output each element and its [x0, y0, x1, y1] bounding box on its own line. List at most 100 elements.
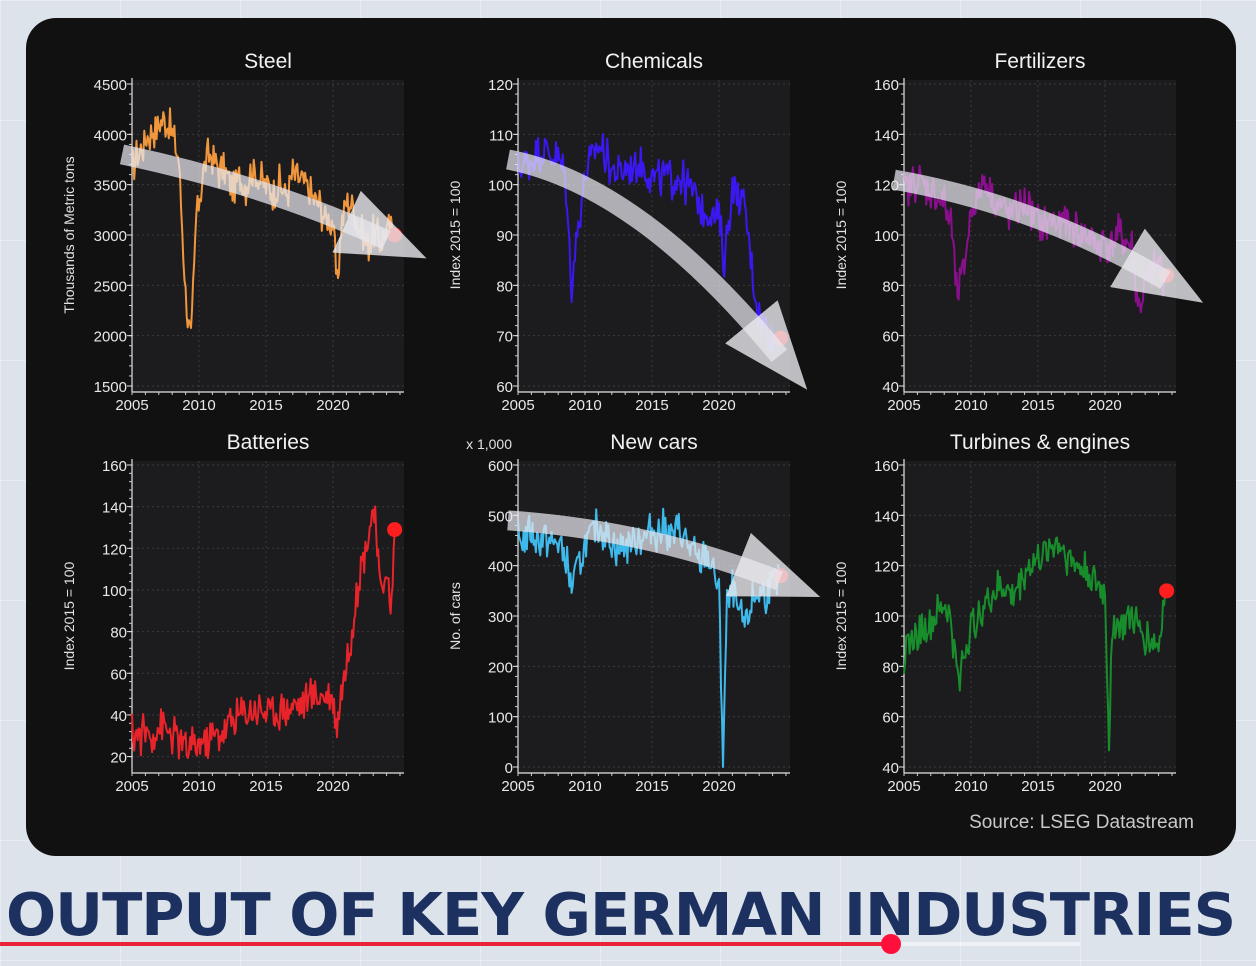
y-tick-label: 140: [874, 508, 899, 525]
trend-arrow: [507, 510, 821, 597]
y-tick-label: 120: [102, 541, 127, 558]
x-tick-label: 2005: [887, 397, 920, 414]
x-tick-label: 2005: [115, 397, 148, 414]
x-tick-label: 2005: [115, 778, 148, 795]
chart-3: 20 40 60 80 100 120 140 160 2005 2010 2015 2020 Batt…: [61, 431, 404, 795]
x-tick-label: 2010: [182, 778, 215, 795]
y-tick-label: 2500: [94, 278, 127, 295]
source-note: Source: LSEG Datastream: [969, 812, 1194, 833]
y-tick-label: 100: [874, 228, 899, 245]
y-tick-label: 40: [882, 760, 899, 777]
y-tick-label: 100: [102, 583, 127, 600]
chart-title: New cars: [610, 431, 698, 454]
chart-title: Turbines & engines: [950, 431, 1130, 454]
trend-arrow: [892, 169, 1204, 303]
y-tick-label: 3500: [94, 178, 127, 195]
x-tick-label: 2010: [568, 778, 601, 795]
y-tick-label: 200: [488, 659, 513, 676]
plot-area: [132, 461, 404, 773]
video-progress-handle[interactable]: [881, 934, 902, 954]
y-tick-label: 0: [505, 760, 513, 777]
chart-5: 40 60 80 100 120 140 160 2005 2010 2015 2020 Turbin…: [833, 431, 1176, 795]
y-tick-label: 120: [874, 178, 899, 195]
y-axis-label: Index 2015 = 100: [833, 180, 849, 289]
chart-4: 0 100 200 300 400 500 600 2005 2010 2015 2020 New c…: [447, 431, 821, 795]
y-tick-label: 120: [874, 559, 899, 576]
y-tick-label: 1500: [94, 379, 127, 396]
y-tick-label: 40: [110, 708, 127, 725]
y-axis-label: No. of cars: [447, 582, 463, 650]
series-line: [903, 536, 1167, 752]
x-tick-label: 2020: [1088, 778, 1121, 795]
y-tick-label: 80: [496, 278, 513, 295]
x-tick-label: 2020: [316, 397, 349, 414]
y-axis-label: Index 2015 = 100: [447, 180, 463, 289]
y-tick-label: 60: [882, 329, 899, 346]
trend-arrow: [506, 149, 808, 390]
chart-title: Chemicals: [605, 50, 703, 73]
x-tick-label: 2010: [182, 397, 215, 414]
y-tick-label: 3000: [94, 228, 127, 245]
y-tick-label: 500: [488, 508, 513, 525]
x-tick-label: 2015: [1021, 397, 1054, 414]
y-axis-label: Index 2015 = 100: [833, 561, 849, 670]
x-tick-label: 2015: [249, 778, 282, 795]
y-tick-label: 300: [488, 609, 513, 626]
y-axis-label: Index 2015 = 100: [61, 561, 77, 670]
y-tick-label: 100: [874, 609, 899, 626]
chart-title: Fertilizers: [994, 50, 1085, 73]
y-tick-label: 80: [882, 278, 899, 295]
y-tick-label: 60: [496, 379, 513, 396]
trend-arrow: [119, 144, 427, 259]
latest-value-marker: [1159, 583, 1175, 599]
video-caption: OUTPUT OF KEY GERMAN INDUSTRIES: [6, 880, 1236, 949]
y-tick-label: 600: [488, 458, 513, 475]
chart-2: 40 60 80 100 120 140 160 2005 2010 2015 2020 Fertil…: [833, 50, 1204, 414]
y-tick-label: 20: [110, 750, 127, 767]
x-tick-label: 2005: [501, 397, 534, 414]
x-tick-label: 2010: [954, 778, 987, 795]
y-tick-label: 2000: [94, 329, 127, 346]
x-tick-label: 2020: [702, 778, 735, 795]
video-progress-fill: [0, 942, 892, 946]
y-axis-label: Thousands of Metric tons: [61, 156, 77, 313]
x-tick-label: 2015: [635, 778, 668, 795]
y-tick-label: 140: [102, 500, 127, 517]
y-tick-label: 40: [882, 379, 899, 396]
y-tick-label: 400: [488, 559, 513, 576]
y-tick-label: 160: [102, 458, 127, 475]
x-tick-label: 2010: [954, 397, 987, 414]
y-tick-label: 60: [110, 666, 127, 683]
y-tick-label: 110: [489, 127, 513, 144]
x-tick-label: 2005: [887, 778, 920, 795]
y-tick-label: 160: [874, 77, 899, 94]
y-tick-label: 120: [488, 77, 513, 94]
y-multiplier-label: x 1,000: [466, 436, 512, 452]
chart-0: 1500 2000 2500 3000 3500 4000 4500 2005 2010 2015…: [61, 50, 427, 414]
y-tick-label: 160: [874, 458, 899, 475]
y-tick-label: 60: [882, 710, 899, 727]
y-tick-label: 140: [874, 127, 899, 144]
y-tick-label: 4000: [94, 127, 127, 144]
x-tick-label: 2015: [635, 397, 668, 414]
x-tick-label: 2015: [249, 397, 282, 414]
chart-title: Batteries: [227, 431, 310, 454]
y-tick-label: 4500: [94, 77, 127, 94]
y-tick-label: 100: [488, 178, 513, 195]
latest-value-marker: [387, 522, 403, 538]
x-tick-label: 2020: [1088, 397, 1121, 414]
x-tick-label: 2005: [501, 778, 534, 795]
latest-value-marker: [387, 227, 403, 243]
y-tick-label: 90: [496, 228, 513, 245]
chart-title: Steel: [244, 50, 292, 73]
y-tick-label: 100: [488, 710, 513, 727]
chart-1: 60 70 80 90 100 110 120 2005 2010 2015 2020 Chemica…: [447, 50, 808, 414]
y-tick-label: 80: [882, 659, 899, 676]
series-line: [131, 505, 396, 760]
x-tick-label: 2010: [568, 397, 601, 414]
y-tick-label: 70: [496, 329, 513, 346]
y-tick-label: 80: [110, 625, 127, 642]
x-tick-label: 2015: [1021, 778, 1054, 795]
x-tick-label: 2020: [702, 397, 735, 414]
